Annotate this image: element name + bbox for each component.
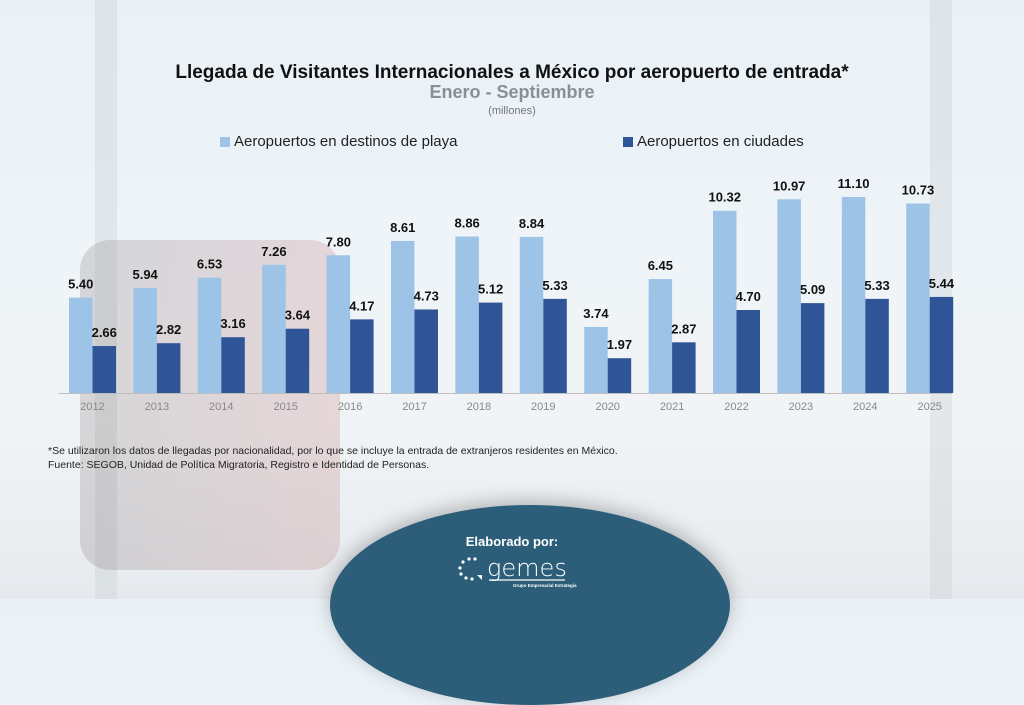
bar-ciudades-2023	[800, 303, 825, 393]
legend-label: Aeropuertos en ciudades	[637, 133, 804, 150]
data-label: 2.66	[92, 325, 117, 340]
footnote: *Se utilizaron los datos de llegadas por…	[48, 445, 618, 457]
bar-ciudades-2013	[156, 343, 181, 393]
bar-playa-2012	[69, 297, 93, 393]
data-label: 2.82	[156, 322, 181, 337]
svg-text:Grupo Empresarial Estrategia: Grupo Empresarial Estrategia	[513, 583, 577, 588]
bar-ciudades-2012	[92, 346, 116, 393]
bar-playa-2016	[326, 255, 351, 393]
x-tick-label: 2016	[338, 401, 362, 413]
bar-playa-2017	[391, 240, 415, 393]
data-label: 3.64	[285, 308, 311, 323]
bar-ciudades-2019	[543, 298, 567, 393]
bar-ciudades-2018	[478, 302, 503, 393]
bar-ciudades-2016	[350, 319, 374, 393]
x-tick-label: 2018	[467, 401, 491, 413]
bar-ciudades-2024	[865, 298, 889, 393]
chart-units: (millones)	[488, 105, 536, 117]
data-label: 2.87	[671, 321, 696, 336]
data-label: 8.86	[454, 216, 479, 231]
bar-ciudades-2022	[736, 309, 760, 393]
chart-subtitle: Enero - Septiembre	[429, 82, 595, 102]
data-label: 3.16	[220, 316, 245, 331]
bar-playa-2020	[584, 326, 608, 393]
chart-title: Llegada de Visitantes Internacionales a …	[175, 62, 849, 83]
legend-item-ciudades: Aeropuertos en ciudades	[623, 133, 804, 150]
svg-text:gemes: gemes	[487, 554, 567, 582]
data-label: 4.17	[349, 298, 374, 313]
bar-ciudades-2021	[672, 342, 696, 393]
data-label: 8.84	[519, 216, 545, 231]
bar-ciudades-2020	[607, 358, 632, 393]
data-label: 7.26	[261, 244, 286, 259]
data-label: 6.53	[197, 257, 222, 272]
bar-ciudades-2014	[221, 337, 245, 393]
legend-swatch	[623, 136, 633, 147]
bar-playa-2021	[648, 279, 673, 393]
bar-playa-2024	[841, 196, 866, 393]
data-label: 4.70	[736, 289, 761, 304]
data-label: 3.74	[583, 306, 609, 321]
x-tick-label: 2017	[402, 401, 426, 413]
legend-item-playa: Aeropuertos en destinos de playa	[220, 133, 457, 150]
data-label: 5.09	[800, 282, 825, 297]
bar-playa-2023	[777, 199, 801, 393]
window-frame	[95, 0, 117, 599]
bar-playa-2022	[713, 210, 737, 393]
bar-ciudades-2025	[929, 296, 954, 393]
x-tick-label: 2019	[531, 401, 555, 413]
x-tick-label: 2013	[145, 401, 169, 413]
bar-playa-2014	[197, 277, 222, 393]
data-label: 10.97	[773, 178, 806, 193]
bar-playa-2015	[262, 264, 286, 393]
data-label: 10.73	[902, 183, 935, 198]
bar-playa-2018	[455, 236, 479, 393]
data-label: 5.40	[68, 277, 93, 292]
bar-chart: 5.40 2.66 2012 5.94 2.82 2013 6.53 3.16 2014 7.26…	[58, 176, 955, 413]
x-tick-label: 2023	[789, 401, 813, 413]
x-tick-label: 2020	[595, 401, 619, 413]
bar-playa-2013	[133, 288, 157, 393]
bar-playa-2025	[906, 203, 930, 393]
x-tick-label: 2024	[853, 401, 877, 413]
data-label: 1.97	[607, 337, 632, 352]
x-tick-label: 2025	[917, 401, 941, 413]
data-label: 10.32	[708, 190, 741, 205]
data-label: 8.61	[390, 220, 415, 235]
data-label: 5.44	[929, 276, 955, 291]
source-note: Fuente: SEGOB, Unidad de Política Migrat…	[48, 459, 430, 471]
legend-swatch	[220, 136, 230, 147]
x-tick-label: 2015	[273, 401, 297, 413]
data-label: 4.73	[414, 288, 439, 303]
data-label: 7.80	[326, 234, 351, 249]
bar-playa-2019	[519, 236, 544, 393]
x-tick-label: 2021	[660, 401, 684, 413]
credit-label: Elaborado por:	[465, 534, 559, 549]
data-label: 5.12	[478, 282, 503, 297]
x-tick-label: 2012	[80, 401, 104, 413]
x-tick-label: 2022	[724, 401, 748, 413]
data-label: 6.45	[648, 258, 673, 273]
data-label: 5.94	[132, 267, 158, 282]
bar-ciudades-2015	[285, 328, 310, 393]
data-label: 5.33	[542, 278, 567, 293]
data-label: 5.33	[864, 278, 889, 293]
x-tick-label: 2014	[209, 401, 233, 413]
bar-ciudades-2017	[414, 309, 438, 393]
data-label: 11.10	[838, 176, 870, 191]
gemes-logo: gemes Grupo Empresarial Estrategia	[458, 554, 577, 588]
legend-label: Aeropuertos en destinos de playa	[234, 133, 458, 150]
